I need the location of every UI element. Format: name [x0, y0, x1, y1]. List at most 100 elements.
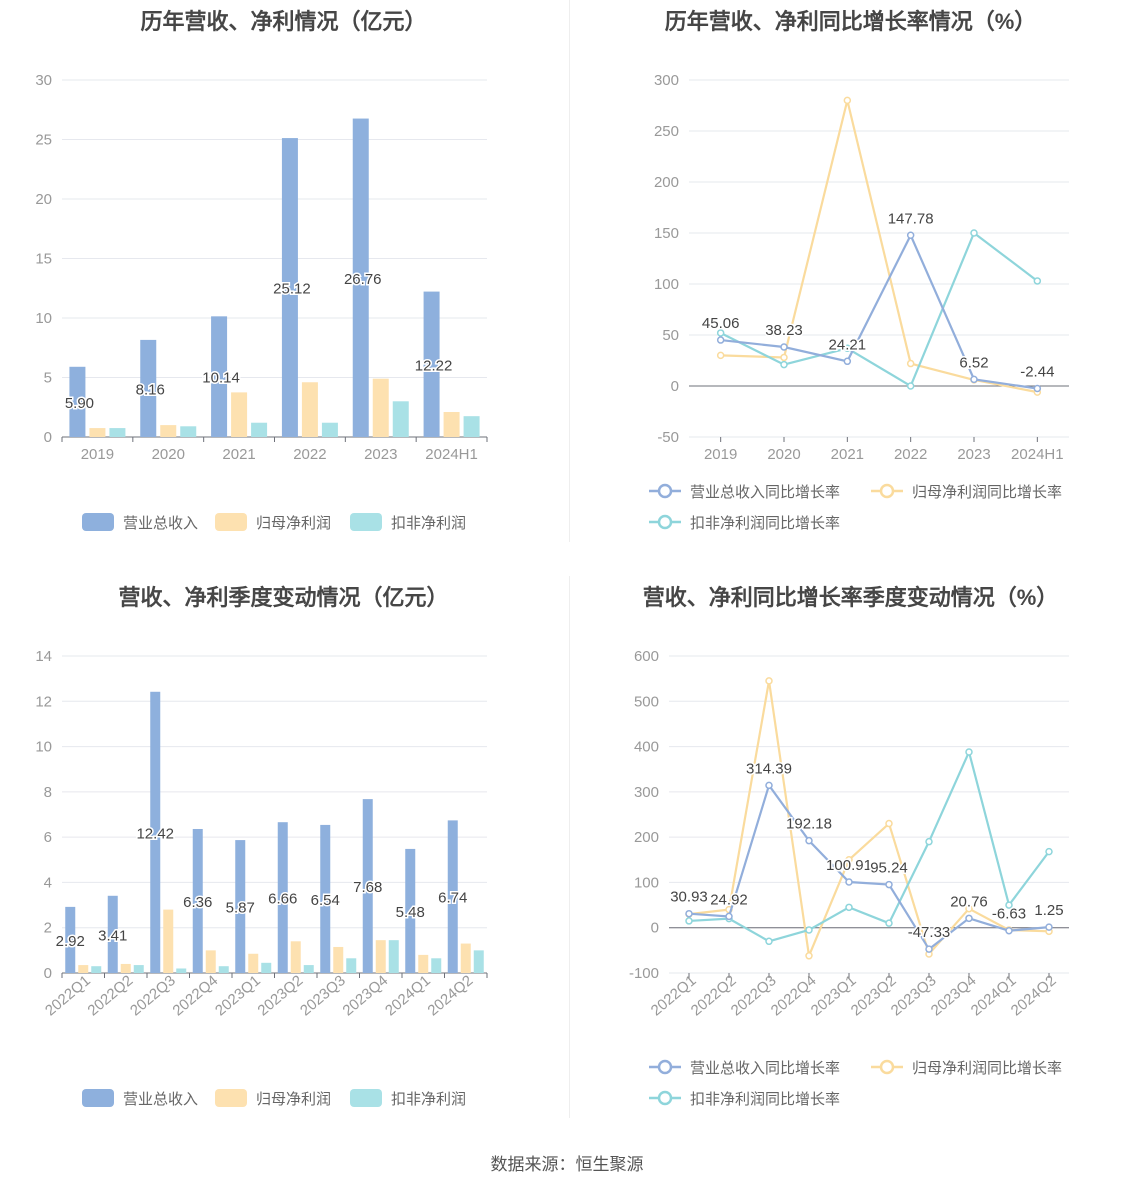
bar-revenue: [352, 118, 369, 437]
data-label: 10.14: [202, 370, 240, 387]
data-point: [965, 914, 973, 923]
legend-swatch: [82, 513, 114, 531]
bar-deducted-profit: [321, 422, 338, 437]
data-point: [725, 912, 733, 921]
bar-deducted-profit: [303, 965, 314, 973]
bar-revenue: [192, 828, 203, 973]
legend-label: 营业总收入: [123, 515, 198, 532]
bar-deducted-profit: [109, 428, 126, 437]
bar-net-profit: [160, 425, 177, 437]
bar-revenue: [423, 291, 440, 437]
y-tick-label: 10: [35, 310, 52, 327]
y-tick-label: 14: [35, 648, 52, 665]
data-point: [906, 359, 915, 368]
legend-label: 营业总收入: [123, 1091, 198, 1108]
data-point: [805, 952, 813, 960]
data-label: 8.16: [136, 381, 165, 398]
x-tick-label: 2019: [704, 446, 737, 463]
bar-deducted-profit: [218, 966, 229, 973]
x-tick-label: 2019: [81, 446, 114, 463]
bar-net-profit: [418, 954, 429, 973]
data-point: [925, 945, 933, 953]
data-point: [765, 937, 773, 946]
legend-label: 扣非净利润同比增长率: [690, 1091, 840, 1108]
y-tick-label: 200: [654, 174, 679, 191]
data-point: [716, 351, 725, 360]
bar-net-profit: [443, 412, 460, 437]
y-tick-label: 400: [634, 739, 659, 756]
data-point: [780, 353, 788, 362]
data-point: [716, 336, 725, 344]
data-label: 26.76: [344, 271, 382, 288]
x-tick-label: 2024Q1: [382, 972, 434, 1019]
legend-marker: [657, 514, 673, 530]
bar-net-profit: [290, 941, 301, 973]
chart-title: 历年营收、净利情况（亿元）: [140, 9, 427, 34]
data-point: [1033, 277, 1042, 285]
legend-label: 归母净利润: [256, 515, 331, 532]
x-tick-label: 2020: [152, 446, 185, 463]
bar-revenue: [277, 822, 288, 973]
legend-swatch: [215, 513, 247, 531]
data-label: 314.39: [746, 760, 792, 777]
bar-deducted-profit: [431, 958, 442, 973]
bar-net-profit: [163, 909, 174, 973]
data-point: [805, 836, 813, 845]
series-line-net-profit: [688, 680, 1050, 960]
y-tick-label: 200: [634, 829, 659, 846]
bar-deducted-profit: [176, 968, 187, 973]
bar-net-profit: [120, 963, 131, 973]
x-tick-label: 2024H1: [425, 446, 478, 463]
data-point: [765, 781, 773, 790]
line-chart-quarterly-growth: -100 0 100 200 300 400 500 600 30.93 24.92 314.39 1…: [629, 648, 1069, 1108]
data-point: [1045, 923, 1053, 931]
y-tick-label: 20: [35, 191, 52, 208]
data-label: 6.54: [311, 892, 340, 909]
x-tick-label: 2023Q1: [212, 972, 264, 1019]
data-point: [965, 748, 973, 756]
y-tick-label: 150: [654, 225, 679, 242]
bar-revenue: [235, 840, 246, 973]
data-label: 5.90: [65, 395, 94, 412]
bar-deducted-profit: [346, 958, 357, 973]
y-tick-label: 0: [44, 429, 52, 446]
bar-deducted-profit: [473, 950, 484, 973]
data-point: [885, 880, 893, 889]
bar-revenue: [69, 366, 86, 437]
panel-divider: [569, 0, 570, 542]
data-point: [780, 343, 788, 351]
data-label: 6.66: [268, 891, 297, 908]
series-line-deducted-profit: [720, 231, 1038, 388]
data-point: [845, 878, 853, 886]
data-label: 25.12: [273, 281, 311, 298]
bar-revenue: [405, 848, 416, 973]
bar-revenue: [65, 906, 76, 973]
legend-label: 扣非净利润同比增长率: [690, 515, 840, 532]
bar-net-profit: [301, 382, 318, 437]
y-tick-label: 0: [44, 965, 52, 982]
data-point: [885, 919, 893, 927]
y-tick-label: -50: [657, 429, 679, 446]
x-tick-label: 2023: [364, 446, 397, 463]
x-tick-label: 2023: [957, 446, 990, 463]
x-tick-label: 2021: [222, 446, 255, 463]
data-point: [906, 382, 915, 390]
bar-revenue: [140, 339, 157, 437]
x-tick-label: 2023Q2: [254, 972, 306, 1019]
chart-title: 营收、净利季度变动情况（亿元）: [118, 585, 449, 610]
data-point: [1033, 384, 1042, 393]
legend-marker: [879, 483, 895, 499]
bar-deducted-profit: [133, 965, 144, 973]
data-label: 192.18: [786, 816, 832, 833]
data-label: 45.06: [702, 315, 740, 332]
y-tick-label: 0: [671, 378, 679, 395]
data-label: 1.25: [1034, 902, 1063, 919]
legend-label: 营业总收入同比增长率: [690, 484, 840, 501]
data-label: 12.22: [415, 357, 453, 374]
data-label: 20.76: [950, 893, 988, 910]
bar-revenue: [107, 895, 118, 973]
data-label: 7.68: [353, 879, 382, 896]
data-label: -2.44: [1020, 363, 1054, 380]
legend-marker: [657, 1059, 673, 1075]
x-tick-label: 2022: [894, 446, 927, 463]
